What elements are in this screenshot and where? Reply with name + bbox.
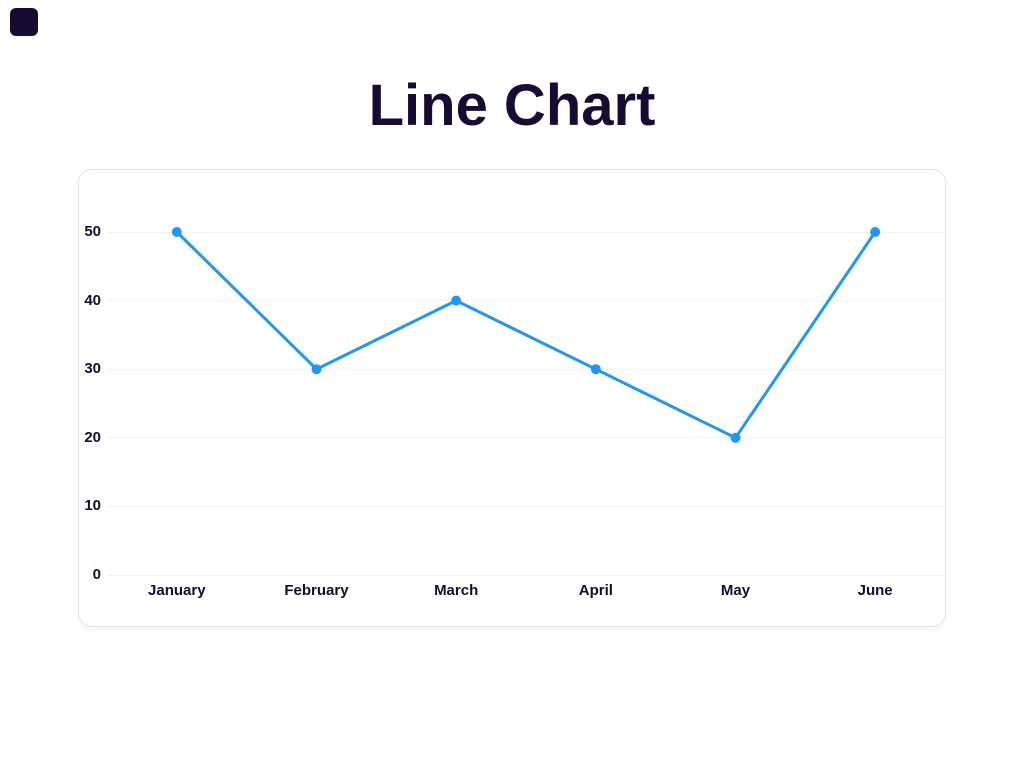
x-tick-label: April [578,582,613,599]
x-tick-label: May [720,582,751,599]
y-tick-label: 20 [84,428,101,446]
data-point[interactable] [171,227,182,237]
x-tick-label: January [148,582,206,599]
y-tick-label: 30 [84,360,101,378]
x-tick-label: June [857,582,893,599]
y-tick-label: 0 [92,566,101,583]
data-point[interactable] [730,432,741,443]
gridline [107,574,945,576]
gridline [107,505,945,507]
y-tick-label: 40 [84,291,101,309]
data-point[interactable] [451,295,462,306]
gridline [107,368,945,370]
y-tick-label: 10 [84,497,101,515]
line-series [175,230,877,440]
x-tick-label: March [434,582,479,599]
data-point[interactable] [311,364,322,375]
gridline [107,300,945,302]
gridline [107,437,945,439]
chart-title: Line Chart [368,73,656,138]
corner-logo-mark [10,8,38,36]
data-point[interactable] [590,364,601,375]
y-tick-label: 50 [84,223,101,240]
gridline [107,231,945,233]
plot-area: 0 10 20 30 40 50 January February March April May J… [79,170,945,626]
line-chart-canvas [171,227,881,443]
x-tick-label: February [284,582,349,599]
chart-card: 0 10 20 30 40 50 January February March April May J… [78,169,946,627]
data-point[interactable] [870,227,881,237]
